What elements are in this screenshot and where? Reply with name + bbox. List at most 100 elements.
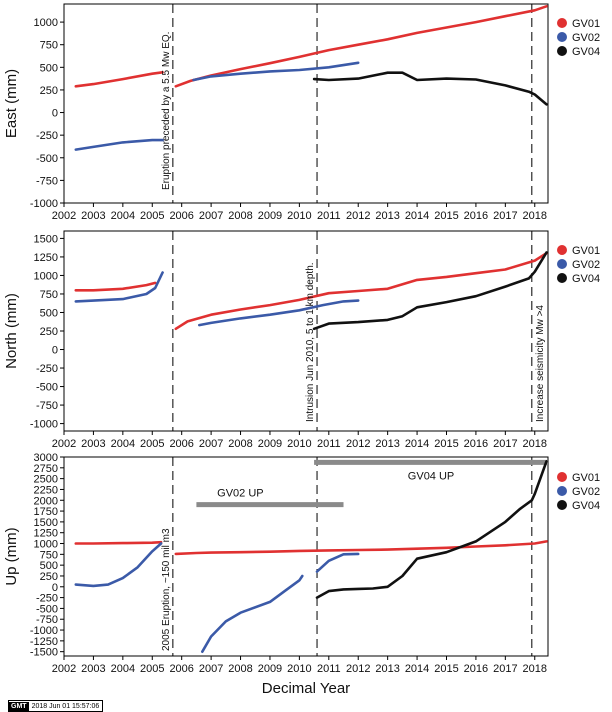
legend-label-gv02: GV02 — [572, 259, 600, 271]
legend-label-gv01: GV01 — [572, 472, 600, 484]
x-tick-label: 2017 — [493, 210, 517, 222]
y-tick-label: 2000 — [34, 495, 58, 507]
legend-label-gv04: GV04 — [572, 46, 600, 58]
stamp-datetime: 2018 Jun 01 15:57:06 — [31, 702, 100, 710]
x-tick-label: 2018 — [523, 210, 547, 222]
legend-marker-gv04 — [557, 273, 567, 283]
y-tick-label: 250 — [40, 571, 58, 583]
y-tick-label: -750 — [36, 400, 58, 412]
y-tick-label: 1500 — [34, 517, 58, 529]
x-tick-label: 2006 — [169, 210, 193, 222]
series-gv04-line — [312, 251, 548, 331]
y-tick-label: 1000 — [34, 270, 58, 282]
y-tick-label: -1500 — [30, 647, 58, 659]
legend-marker-gv04 — [557, 500, 567, 510]
x-tick-label: 2008 — [228, 438, 252, 450]
y-tick-label: -1000 — [30, 419, 58, 431]
x-tick-label: 2016 — [464, 210, 488, 222]
x-tick-label: 2006 — [169, 438, 193, 450]
legend-marker-gv02 — [557, 486, 567, 496]
x-tick-label: 2007 — [199, 438, 223, 450]
x-tick-label: 2008 — [228, 663, 252, 675]
event-annotation-seismicity: Increase seismicity Mw >4 — [535, 305, 546, 422]
y-tick-label: -250 — [36, 130, 58, 142]
uplift-bar-label: GV02 UP — [217, 488, 263, 500]
x-tick-label: 2014 — [405, 210, 429, 222]
y-tick-label: -500 — [36, 603, 58, 615]
y-tick-label: 500 — [40, 560, 58, 572]
x-tick-label: 2004 — [111, 438, 135, 450]
legend-label-gv01: GV01 — [572, 18, 600, 30]
x-tick-label: 2005 — [140, 663, 164, 675]
series-gv02-line — [315, 552, 360, 573]
y-tick-label: 0 — [52, 108, 58, 120]
y-axis-label: Up (mm) — [3, 527, 20, 585]
x-tick-label: 2016 — [464, 663, 488, 675]
legend-marker-gv01 — [557, 245, 567, 255]
legend-marker-gv02 — [557, 259, 567, 269]
y-tick-label: 750 — [40, 549, 58, 561]
x-tick-label: 2015 — [434, 210, 458, 222]
x-tick-label: 2009 — [258, 210, 282, 222]
y-tick-label: 2500 — [34, 474, 58, 486]
x-tick-label: 2007 — [199, 210, 223, 222]
x-tick-label: 2013 — [375, 210, 399, 222]
y-tick-label: 1750 — [34, 506, 58, 518]
y-tick-label: 750 — [40, 289, 58, 301]
series-gv01-line — [174, 251, 548, 331]
gmt-timestamp-stamp: GMT 2018 Jun 01 15:57:06 — [8, 700, 104, 712]
x-tick-label: 2002 — [52, 663, 76, 675]
series-gv01-line — [74, 71, 164, 88]
x-tick-label: 2002 — [52, 438, 76, 450]
y-tick-label: -500 — [36, 382, 58, 394]
y-tick-label: 0 — [52, 345, 58, 357]
x-tick-label: 2012 — [346, 663, 370, 675]
event-annotation: Eruption preceded by a 5.5 Mw EQ. — [161, 32, 172, 190]
legend-label-gv04: GV04 — [572, 273, 600, 285]
legend-marker-gv02 — [557, 32, 567, 42]
y-tick-label: -750 — [36, 614, 58, 626]
legend-marker-gv01 — [557, 18, 567, 28]
x-tick-label: 2009 — [258, 438, 282, 450]
series-gv01-line — [174, 5, 548, 88]
x-tick-label: 2010 — [287, 210, 311, 222]
legend-marker-gv01 — [557, 472, 567, 482]
x-tick-label: 2015 — [434, 438, 458, 450]
x-tick-label: 2010 — [287, 663, 311, 675]
x-axis-label: Decimal Year — [262, 680, 350, 697]
x-tick-label: 2014 — [405, 663, 429, 675]
y-tick-label: -1000 — [30, 198, 58, 210]
y-tick-label: 3000 — [34, 452, 58, 464]
series-gv04-line — [312, 71, 548, 106]
plot-frame — [63, 456, 549, 657]
y-tick-label: 2250 — [34, 484, 58, 496]
x-tick-label: 2002 — [52, 210, 76, 222]
y-tick-label: -250 — [36, 593, 58, 605]
x-tick-label: 2014 — [405, 438, 429, 450]
legend-label-gv02: GV02 — [572, 486, 600, 498]
series-gv01-line — [74, 540, 163, 545]
y-tick-label: 1000 — [34, 539, 58, 551]
series-gv04-line — [315, 460, 548, 599]
x-tick-label: 2011 — [317, 663, 341, 675]
y-tick-label: 1500 — [34, 233, 58, 245]
event-annotation: 2005 Eruption, ~150 mil m3 — [161, 528, 172, 651]
y-tick-label: 2750 — [34, 463, 58, 475]
series-gv02-line — [74, 542, 163, 588]
legend-label-gv01: GV01 — [572, 245, 600, 257]
y-tick-label: 1250 — [34, 528, 58, 540]
y-tick-label: -500 — [36, 153, 58, 165]
y-tick-label: 500 — [40, 62, 58, 74]
x-tick-label: 2011 — [317, 210, 341, 222]
y-axis-label: North (mm) — [3, 293, 20, 369]
series-gv02-line — [74, 271, 164, 303]
x-tick-label: 2006 — [169, 663, 193, 675]
x-tick-label: 2018 — [523, 438, 547, 450]
plot-frame — [63, 3, 549, 204]
x-tick-label: 2007 — [199, 663, 223, 675]
legend-marker-gv04 — [557, 46, 567, 56]
event-annotation: Intrusion Jun 2010, 5 to 1 km depth. — [305, 262, 316, 422]
y-tick-label: 250 — [40, 85, 58, 97]
uplift-bar-label: GV04 UP — [408, 470, 454, 482]
x-tick-label: 2012 — [346, 438, 370, 450]
